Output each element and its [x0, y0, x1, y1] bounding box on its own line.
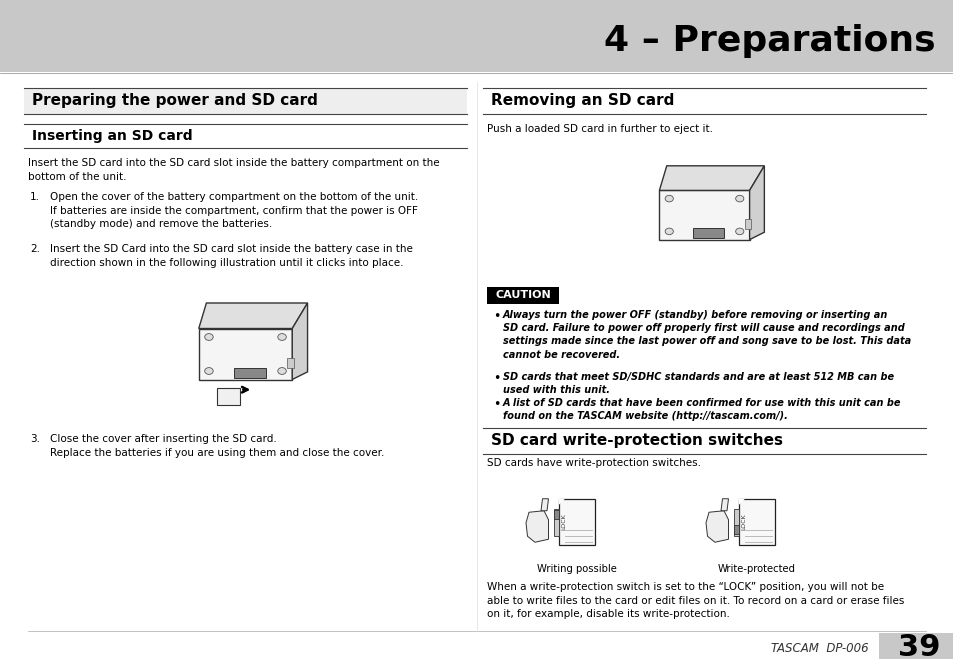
Bar [733, 509, 739, 535]
Text: Push a loaded SD card in further to eject it.: Push a loaded SD card in further to ejec… [486, 124, 712, 134]
Polygon shape [292, 303, 307, 380]
Bar [24, 88, 467, 114]
Polygon shape [739, 499, 744, 505]
Text: 2.: 2. [30, 244, 40, 254]
Polygon shape [720, 499, 728, 511]
Bar [553, 510, 558, 519]
Text: 3.: 3. [30, 434, 40, 444]
Bar [553, 509, 558, 535]
Polygon shape [198, 303, 307, 329]
Bar [486, 287, 558, 304]
Bar [878, 633, 953, 659]
Text: SD cards have write-protection switches.: SD cards have write-protection switches. [486, 458, 700, 468]
Bar [216, 388, 240, 405]
Ellipse shape [205, 368, 213, 374]
Text: Writing possible: Writing possible [537, 564, 617, 574]
Bar [287, 358, 294, 368]
Text: CAUTION: CAUTION [495, 291, 550, 301]
Polygon shape [558, 499, 564, 505]
Ellipse shape [664, 228, 673, 235]
Text: •: • [493, 398, 500, 411]
Text: A list of SD cards that have been confirmed for use with this unit can be
found : A list of SD cards that have been confir… [502, 398, 901, 421]
Text: Removing an SD card: Removing an SD card [491, 93, 674, 109]
Bar [558, 499, 595, 546]
Polygon shape [198, 329, 292, 380]
Bar [0, 0, 953, 72]
Polygon shape [659, 166, 763, 191]
Polygon shape [659, 191, 749, 240]
Text: 4 – Preparations: 4 – Preparations [604, 24, 935, 58]
Bar [744, 219, 750, 229]
Ellipse shape [735, 195, 743, 202]
Text: •: • [493, 372, 500, 385]
Text: Insert the SD Card into the SD card slot inside the battery case in the
directio: Insert the SD Card into the SD card slot… [50, 244, 413, 268]
Ellipse shape [735, 228, 743, 235]
Polygon shape [749, 166, 763, 240]
Text: 39: 39 [897, 633, 940, 662]
Bar [233, 368, 266, 378]
Bar [733, 525, 739, 534]
Polygon shape [540, 499, 548, 511]
Bar [739, 499, 774, 546]
Text: LOCK: LOCK [740, 513, 745, 530]
Ellipse shape [664, 195, 673, 202]
Ellipse shape [205, 333, 213, 340]
Text: LOCK: LOCK [560, 513, 566, 530]
Text: Preparing the power and SD card: Preparing the power and SD card [32, 93, 317, 109]
Text: SD cards that meet SD/SDHC standards and are at least 512 MB can be
used with th: SD cards that meet SD/SDHC standards and… [502, 372, 893, 395]
Text: SD card write-protection switches: SD card write-protection switches [491, 433, 782, 448]
Text: Inserting an SD card: Inserting an SD card [32, 129, 193, 143]
Bar [692, 228, 723, 238]
Text: Write-protected: Write-protected [718, 564, 795, 574]
Text: When a write-protection switch is set to the “LOCK” position, you will not be
ab: When a write-protection switch is set to… [486, 582, 903, 619]
Text: Close the cover after inserting the SD card.
Replace the batteries if you are us: Close the cover after inserting the SD c… [50, 434, 384, 458]
Ellipse shape [277, 333, 286, 340]
Polygon shape [525, 511, 548, 542]
Text: •: • [493, 310, 500, 323]
Text: Always turn the power OFF (standby) before removing or inserting an
SD card. Fai: Always turn the power OFF (standby) befo… [502, 310, 910, 360]
Text: Open the cover of the battery compartment on the bottom of the unit.
If batterie: Open the cover of the battery compartmen… [50, 192, 417, 229]
Text: 1.: 1. [30, 192, 40, 202]
Text: TASCAM  DP-006: TASCAM DP-006 [771, 643, 868, 656]
Polygon shape [705, 511, 728, 542]
Text: Insert the SD card into the SD card slot inside the battery compartment on the
b: Insert the SD card into the SD card slot… [28, 158, 439, 182]
Ellipse shape [277, 368, 286, 374]
